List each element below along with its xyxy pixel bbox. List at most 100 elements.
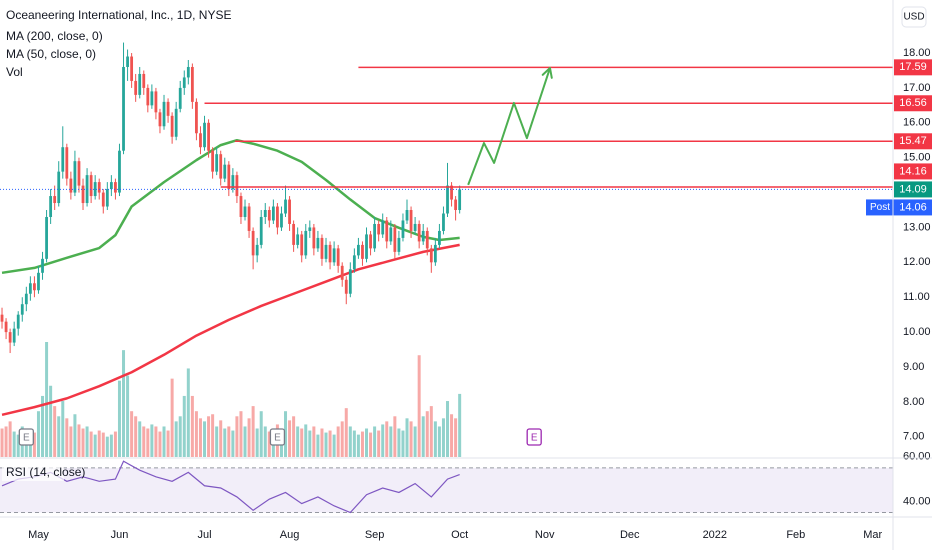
- candle-body: [134, 80, 138, 95]
- candle-body: [138, 73, 142, 95]
- candle-body: [373, 223, 377, 249]
- candle-body: [33, 283, 36, 291]
- candle-body: [425, 230, 429, 249]
- candle-body: [154, 91, 158, 113]
- candle-body: [105, 189, 109, 207]
- candle-body: [332, 248, 336, 263]
- rsi-label-bg: [2, 464, 64, 481]
- x-tick-label: Jul: [197, 529, 211, 541]
- candle-body: [377, 223, 381, 235]
- volume-bar: [377, 430, 381, 457]
- candle-body: [389, 227, 393, 242]
- volume-bar: [235, 416, 239, 457]
- candle-body: [45, 216, 48, 259]
- candle-body: [276, 206, 279, 228]
- candle-body: [122, 66, 125, 151]
- candle-body: [37, 272, 40, 291]
- candle-body: [49, 196, 53, 217]
- volume-bar: [89, 431, 93, 457]
- candle-body: [219, 154, 223, 179]
- candle-body: [324, 244, 328, 259]
- volume-bar: [344, 408, 348, 457]
- volume-bar: [292, 416, 296, 457]
- volume-bar: [413, 426, 417, 457]
- volume-bar: [255, 428, 259, 457]
- volume-bar: [85, 426, 89, 457]
- candle-body: [109, 182, 113, 190]
- candle-body: [369, 234, 372, 249]
- volume-bar: [12, 431, 16, 457]
- rsi-tick-label: 40.00: [903, 495, 931, 507]
- candle-body: [199, 133, 202, 148]
- candle-body: [4, 321, 8, 333]
- candle-body: [381, 220, 385, 235]
- earnings-marker: [18, 428, 34, 446]
- level-label: 15.47: [899, 135, 927, 147]
- candle-body: [361, 244, 364, 259]
- candle-body: [336, 248, 340, 266]
- candle-body: [81, 185, 85, 204]
- candle-body: [271, 206, 275, 221]
- volume-bar: [239, 411, 243, 457]
- price-pane: [0, 42, 462, 514]
- candle-body: [263, 210, 267, 217]
- y-tick-label: 11.00: [903, 291, 930, 303]
- volume-bar: [154, 426, 158, 457]
- volume-bar: [130, 411, 134, 457]
- volume-bar: [211, 414, 215, 457]
- candle-body: [239, 196, 243, 217]
- volume-bar: [142, 426, 146, 457]
- candle-body: [296, 234, 300, 245]
- projection-line: [467, 67, 551, 186]
- volume-bar: [328, 430, 332, 457]
- volume-bar: [381, 424, 385, 457]
- candle-body: [166, 101, 170, 116]
- volume-bar: [231, 430, 235, 457]
- volume-bar: [332, 434, 336, 457]
- volume-bar: [198, 418, 202, 457]
- candle-body: [401, 220, 405, 238]
- candle-body: [438, 230, 441, 245]
- volume-bar: [365, 428, 369, 457]
- candle-body: [231, 175, 235, 190]
- x-tick-label: Oct: [451, 529, 468, 541]
- volume-bar: [16, 434, 20, 457]
- volume-bar: [263, 426, 267, 457]
- candle-body: [446, 185, 449, 214]
- candle-body: [292, 223, 296, 245]
- volume-bar: [182, 395, 186, 457]
- x-tick-label: Feb: [786, 529, 805, 541]
- volume-bar: [227, 426, 231, 457]
- volume-bar: [356, 434, 360, 457]
- volume-bar: [36, 411, 40, 457]
- candle-body: [284, 199, 287, 214]
- volume-bar: [146, 428, 150, 457]
- candle-body: [413, 223, 417, 231]
- x-tick-label: Dec: [620, 529, 640, 541]
- candle-body: [348, 269, 352, 294]
- legend-entry: MA (50, close, 0): [6, 47, 96, 61]
- y-tick-label: 9.00: [903, 361, 924, 373]
- volume-bar: [223, 428, 227, 457]
- volume-bar: [300, 428, 304, 457]
- projection-arrowhead: [541, 67, 551, 76]
- volume-bar: [437, 426, 441, 457]
- candle-body: [195, 101, 198, 134]
- volume-bar: [166, 430, 170, 457]
- candle-body: [57, 171, 61, 204]
- candle-body: [12, 328, 16, 343]
- currency-box[interactable]: [901, 6, 927, 28]
- post-tag-box: [866, 199, 894, 216]
- volume-bar: [134, 416, 138, 457]
- volume-bar: [117, 380, 121, 457]
- volume-bar: [369, 432, 373, 457]
- candle-body: [247, 206, 251, 231]
- volume-bar: [247, 418, 251, 457]
- post-tag: Post: [870, 202, 890, 213]
- candle-body: [20, 304, 24, 315]
- candle-body: [53, 196, 57, 204]
- candle-body: [73, 161, 77, 193]
- x-tick-label: 2022: [703, 529, 727, 541]
- volume-bar: [109, 434, 113, 457]
- x-tick-label: Aug: [280, 529, 300, 541]
